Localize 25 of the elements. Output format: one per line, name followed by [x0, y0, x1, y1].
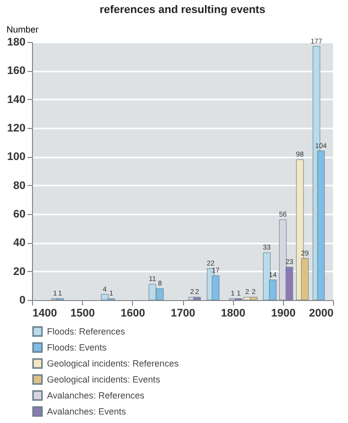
x-tick-label: 1600 — [120, 308, 146, 320]
y-tick-label: 100 — [7, 151, 26, 164]
y-tick-label: 120 — [7, 122, 26, 134]
x-tick-label: 1400 — [32, 308, 57, 320]
legend-label: Avalanches: References — [47, 390, 145, 400]
y-tick-label: 60 — [13, 208, 26, 220]
legend-label: Avalanches: Events — [47, 406, 126, 416]
y-tick-label: 180 — [7, 36, 26, 48]
legend-label: Geological incidents: Events — [47, 374, 161, 384]
legend-label: Floods: Events — [47, 342, 108, 352]
y-tick-label: 0 — [19, 294, 26, 306]
x-tick-label: 1800 — [220, 308, 246, 320]
y-tick-label: 20 — [13, 266, 26, 278]
legend-label: Geological incidents: References — [47, 358, 180, 368]
y-tick-label: 80 — [13, 180, 26, 192]
chart-title: references and resulting events — [100, 4, 266, 16]
y-tick-label: 40 — [13, 237, 26, 250]
x-tick-label: 1700 — [170, 308, 196, 320]
x-tick-label: 1900 — [271, 308, 296, 320]
y-tick-label: 160 — [7, 65, 26, 78]
y-axis-title: Number — [6, 24, 39, 34]
legend-label: Floods: References — [47, 326, 126, 336]
x-tick-label: 2000 — [309, 308, 334, 320]
y-tick-label: 140 — [7, 94, 26, 106]
x-tick-label: 1500 — [70, 308, 95, 320]
